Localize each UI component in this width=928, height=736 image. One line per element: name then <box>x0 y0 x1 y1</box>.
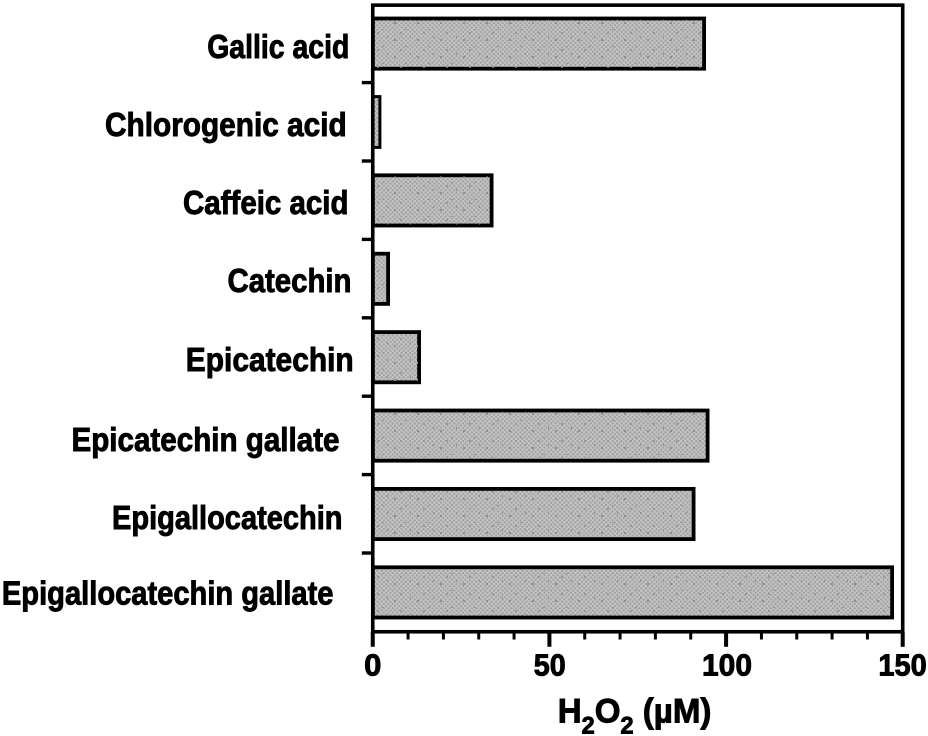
svg-text:100: 100 <box>702 648 752 683</box>
svg-text:Epicatechin: Epicatechin <box>186 341 354 378</box>
svg-text:Gallic acid: Gallic acid <box>207 28 349 65</box>
svg-text:Epigallocatechin gallate: Epigallocatechin gallate <box>2 575 334 612</box>
svg-text:Epicatechin gallate: Epicatechin gallate <box>72 421 340 458</box>
svg-text:Chlorogenic acid: Chlorogenic acid <box>105 106 347 143</box>
svg-text:H2O2 (µM): H2O2 (µM) <box>558 692 712 736</box>
svg-text:0: 0 <box>364 648 381 683</box>
svg-text:50: 50 <box>534 648 566 683</box>
svg-text:Epigallocatechin: Epigallocatechin <box>112 499 343 536</box>
svg-text:Catechin: Catechin <box>228 262 352 299</box>
svg-text:150: 150 <box>878 648 927 683</box>
svg-text:Caffeic acid: Caffeic acid <box>183 184 349 221</box>
